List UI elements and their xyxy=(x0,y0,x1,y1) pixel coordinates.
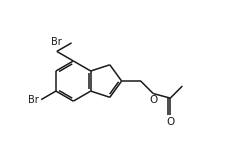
Text: O: O xyxy=(149,95,157,105)
Text: Br: Br xyxy=(28,95,39,105)
Text: Br: Br xyxy=(51,37,62,47)
Text: O: O xyxy=(166,117,174,127)
